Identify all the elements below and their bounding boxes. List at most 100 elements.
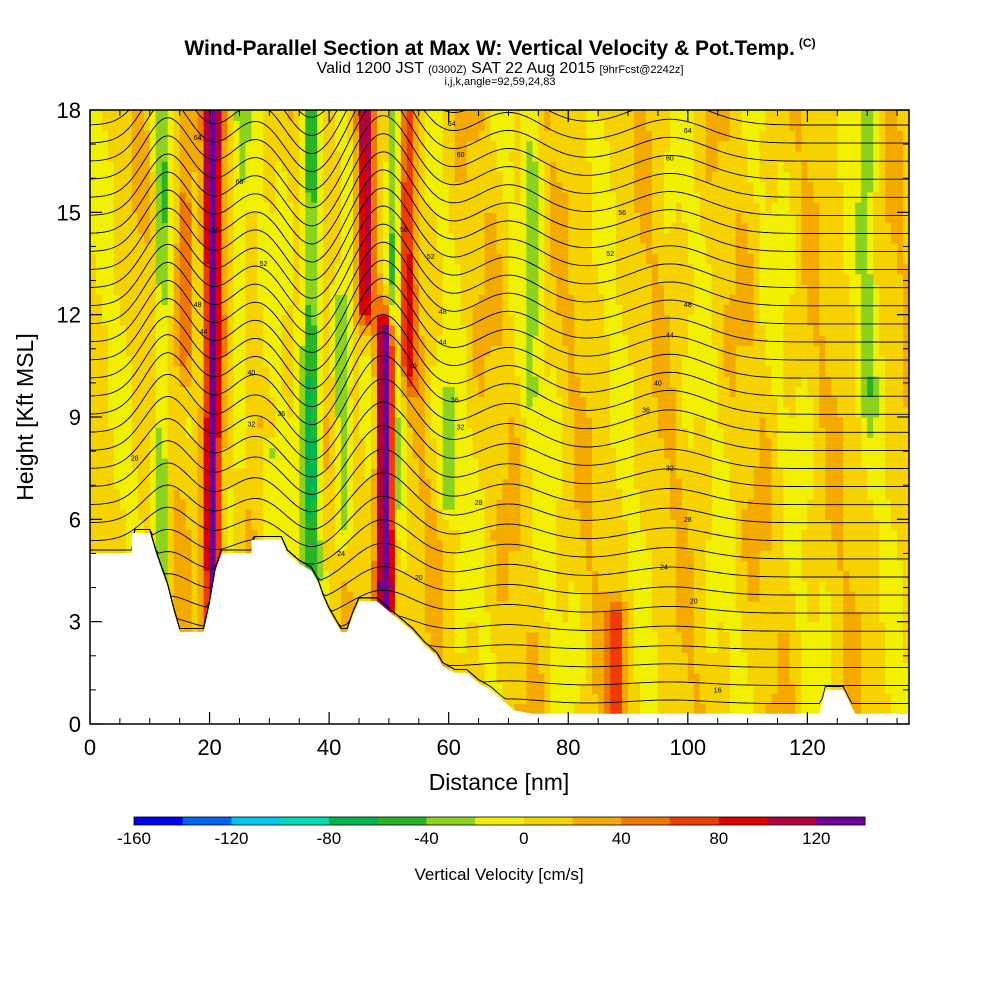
velocity-cell [406, 437, 414, 449]
velocity-cell [376, 355, 384, 367]
velocity-cell [347, 427, 354, 439]
velocity-cell [143, 345, 151, 357]
velocity-cell [251, 335, 258, 346]
velocity-cell [454, 478, 462, 490]
velocity-cell [454, 130, 462, 142]
velocity-cell [556, 693, 563, 705]
velocity-cell [496, 590, 504, 602]
velocity-cell [167, 539, 175, 551]
velocity-cell [179, 232, 187, 244]
velocity-cell [514, 263, 522, 275]
velocity-cell [490, 672, 498, 684]
velocity-cell [442, 652, 450, 664]
velocity-cell [173, 478, 181, 490]
velocity-cell [502, 662, 510, 674]
velocity-cell [388, 509, 396, 520]
velocity-cell [359, 171, 366, 183]
velocity-cell [412, 519, 420, 531]
velocity-cell [299, 437, 306, 449]
velocity-cell [508, 396, 516, 408]
velocity-cell [568, 191, 575, 203]
velocity-cell [329, 601, 336, 613]
velocity-cell [382, 427, 390, 439]
velocity-cell [155, 539, 163, 551]
velocity-cell [203, 539, 211, 551]
velocity-cell [119, 243, 127, 254]
velocity-cell [149, 314, 157, 326]
velocity-cell [197, 396, 205, 408]
velocity-cell [502, 191, 510, 203]
velocity-cell [125, 253, 133, 265]
velocity-cell [317, 181, 324, 193]
velocity-cell [281, 457, 288, 469]
velocity-cell [556, 703, 563, 715]
velocity-cell [155, 488, 163, 500]
velocity-cell [167, 509, 175, 520]
velocity-cell [580, 150, 587, 162]
velocity-cell [556, 427, 563, 439]
velocity-cell [107, 171, 115, 183]
velocity-cell [167, 529, 175, 541]
velocity-cell [442, 263, 450, 275]
velocity-cell [245, 243, 253, 254]
velocity-cell [101, 253, 109, 265]
velocity-cell [143, 478, 151, 490]
velocity-cell [454, 498, 462, 510]
velocity-cell [101, 355, 109, 367]
velocity-cell [335, 181, 342, 193]
velocity-cell [472, 396, 480, 408]
velocity-cell [221, 457, 229, 469]
velocity-cell [532, 253, 539, 265]
velocity-cell [143, 406, 151, 418]
velocity-cell [113, 273, 121, 285]
velocity-cell [532, 304, 539, 316]
velocity-cell [502, 396, 510, 408]
velocity-cell [353, 468, 360, 479]
velocity-cell [508, 191, 516, 203]
velocity-cell [299, 478, 306, 490]
velocity-cell [412, 488, 420, 500]
velocity-cell [526, 519, 533, 531]
velocity-cell [281, 519, 288, 531]
velocity-cell [436, 570, 444, 582]
velocity-cell [149, 161, 157, 172]
velocity-cell [239, 263, 247, 275]
velocity-cell [191, 232, 199, 244]
velocity-cell [353, 110, 360, 121]
velocity-cell [484, 642, 492, 653]
velocity-cell [215, 212, 223, 224]
velocity-cell [269, 396, 276, 408]
velocity-cell [335, 222, 342, 234]
velocity-cell [562, 672, 569, 684]
velocity-cell [233, 427, 241, 439]
velocity-cell [484, 345, 492, 357]
velocity-cell [299, 468, 306, 479]
velocity-cell [484, 478, 492, 490]
velocity-cell [203, 130, 211, 142]
velocity-cell [299, 273, 306, 285]
velocity-cell [556, 140, 563, 152]
velocity-cell [173, 120, 181, 132]
velocity-cell [448, 457, 456, 469]
velocity-cell [239, 396, 247, 408]
velocity-cell [514, 130, 522, 142]
velocity-cell [382, 212, 390, 224]
velocity-cell [269, 314, 276, 326]
velocity-cell [269, 243, 276, 254]
velocity-cell [394, 335, 402, 346]
velocity-cell [532, 488, 539, 500]
velocity-cell [406, 345, 414, 357]
velocity-cell [400, 529, 408, 541]
velocity-cell [406, 539, 414, 551]
velocity-cell [335, 519, 342, 531]
velocity-cell [149, 171, 157, 183]
velocity-cell [556, 253, 563, 265]
velocity-cell [550, 560, 557, 572]
velocity-cell [95, 427, 103, 439]
velocity-cell [251, 519, 258, 531]
velocity-cell [382, 130, 390, 142]
velocity-cell [484, 550, 492, 561]
velocity-cell [131, 273, 139, 285]
velocity-cell [245, 202, 253, 213]
velocity-cell [466, 345, 474, 357]
